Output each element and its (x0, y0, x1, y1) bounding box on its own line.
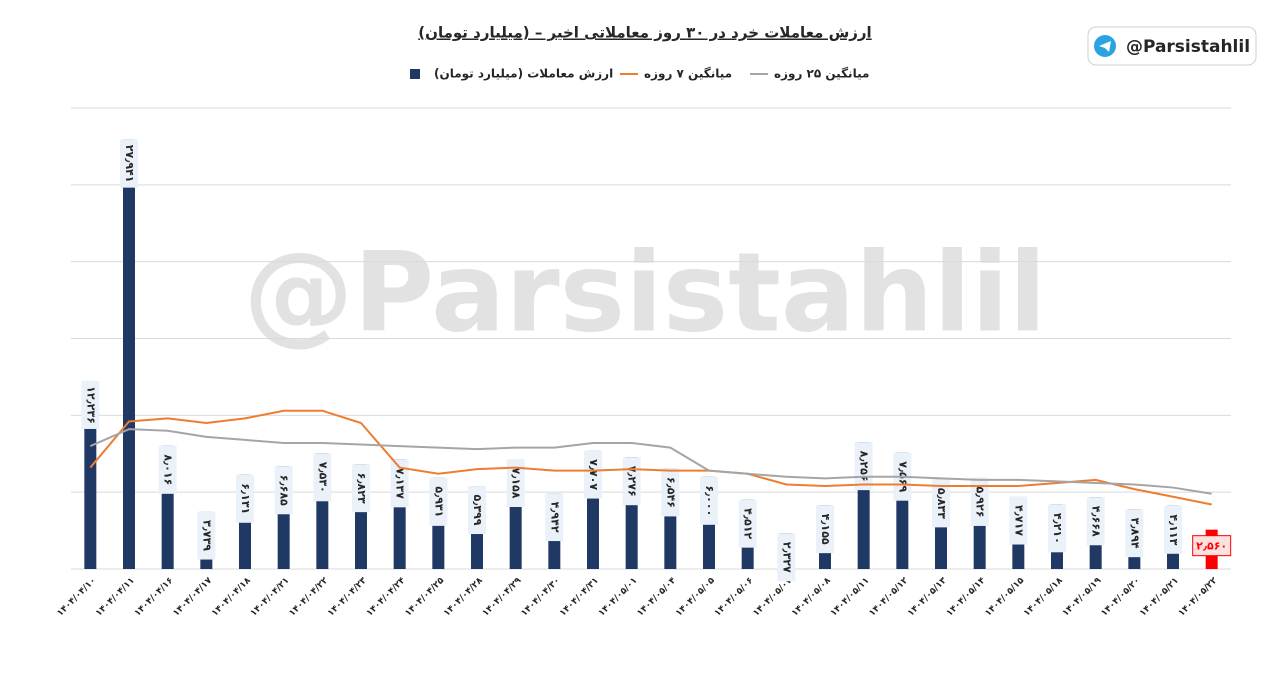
data-label: ۴٫۷۱۷ (1012, 505, 1025, 536)
data-label: ۵٫۹۲۶ (974, 486, 987, 517)
data-label-box (545, 493, 564, 542)
data-label-box (700, 476, 718, 525)
data-label-box (158, 445, 177, 494)
watermark: @Parsistahlil (243, 228, 1046, 356)
data-label: ۵٫۹۳۱ (432, 486, 445, 517)
data-label: ۷٫۱۳۷ (394, 468, 407, 499)
data-label: ۱۲٫۲۳۶ (84, 386, 97, 424)
line (89, 409, 1212, 506)
data-label-box (1125, 509, 1144, 558)
data-label-box (1164, 505, 1182, 554)
data-label-box (1009, 496, 1028, 545)
data-label-box (390, 459, 409, 508)
data-label: ۲٫۵۶۰ (1196, 540, 1227, 553)
data-label-box (236, 474, 254, 523)
chart-title: ارزش معاملات خرد در ۳۰ روز معاملاتی اخیر… (418, 24, 871, 42)
data-label: ۴٫۵۱۲ (742, 508, 755, 539)
data-label: ۶٫۸۲۳ (355, 473, 368, 504)
legend-label: میانگین ۷ روزه (644, 67, 732, 82)
data-label-box (932, 479, 950, 528)
data-label-box (197, 511, 216, 560)
data-label-box (1048, 504, 1066, 553)
data-label: ۷٫۵۳۰ (316, 462, 329, 493)
data-label: ۶٫۶۸۵ (278, 475, 291, 506)
data-label-box (468, 486, 486, 535)
data-label: ۲٫۳۲۷ (780, 542, 793, 573)
data-label: ۵٫۳۹۹ (471, 495, 484, 526)
legend-label: میانگین ۲۵ روزه (774, 67, 869, 82)
bar (123, 139, 135, 570)
data-label-box (1192, 535, 1232, 557)
data-label: ۴٫۹۴۲ (548, 502, 561, 533)
telegram-plane (1099, 41, 1111, 52)
data-label-box (816, 505, 834, 554)
data-label-box (854, 442, 873, 491)
badge-text: @Parsistahlil (1126, 37, 1250, 57)
line (89, 428, 1212, 495)
data-label-box (313, 453, 332, 502)
data-label: ۷٫۲۷۶ (626, 466, 639, 497)
data-label-box (81, 380, 100, 429)
data-label: ۶٫۰۰۰ (703, 485, 716, 516)
data-label: ۳٫۷۳۹ (200, 520, 213, 551)
data-label-box (584, 450, 602, 499)
data-label: ۳٫۸۹۴ (1128, 518, 1141, 549)
data-label: ۸٫۲۵۶ (858, 451, 871, 482)
data-label-box (506, 459, 525, 508)
data-label: ۵٫۸۳۳ (935, 488, 948, 519)
data-label: ۴٫۱۱۳ (1167, 514, 1180, 545)
data-label: ۴٫۱۵۵ (819, 514, 832, 545)
data-label-box (777, 533, 796, 582)
data-label: ۴٫۲۱۰ (1051, 513, 1064, 544)
data-label-box (429, 477, 448, 526)
data-label-box (120, 139, 138, 188)
data-label-box (352, 464, 370, 513)
data-label: ۶٫۱۳۱ (239, 483, 252, 514)
legend-swatch (410, 69, 420, 79)
data-label-box (661, 468, 680, 517)
legend-label: ارزش معاملات (میلیارد تومان) (434, 67, 613, 82)
data-label-box (1086, 497, 1105, 546)
data-label-box (738, 499, 757, 548)
data-label: ۴٫۶۶۸ (1090, 506, 1103, 537)
bar (509, 459, 522, 569)
data-label: ۶٫۵۴۶ (664, 477, 677, 508)
data-label: ۸٫۰۱۶ (162, 454, 175, 485)
data-label-box (970, 477, 989, 526)
data-label: ۲۷٫۹۴۱ (123, 145, 136, 183)
badge-box (1087, 26, 1257, 66)
data-label: ۷٫۷۰۷ (587, 459, 600, 490)
data-label: ۷٫۱۵۸ (510, 468, 523, 499)
data-label-box (274, 466, 293, 515)
